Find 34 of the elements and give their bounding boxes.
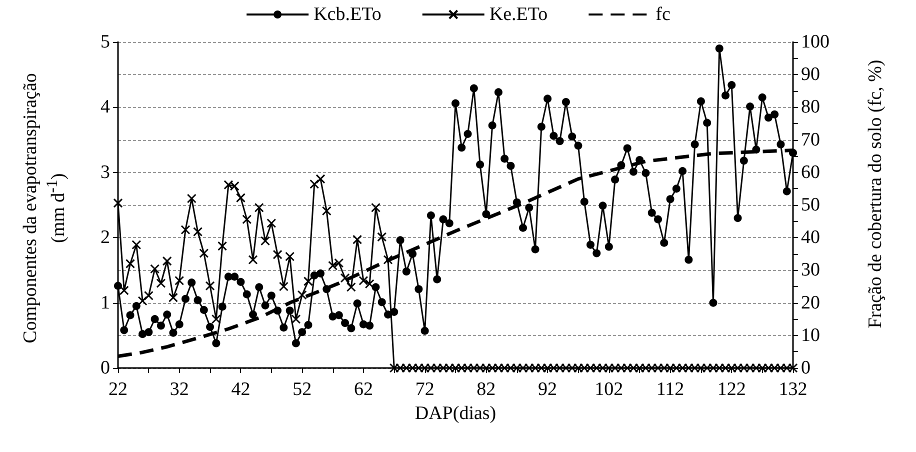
y-tick-label: 2 <box>100 227 110 248</box>
y2-tick-label: 20 <box>801 292 820 314</box>
legend-label: fc <box>656 4 670 25</box>
x-tick-label: 22 <box>108 379 128 400</box>
x-tick-label: 82 <box>476 379 496 400</box>
x-tick-label: 122 <box>717 379 746 400</box>
x-tick-label: 102 <box>594 379 624 400</box>
x-axis-title: DAP(dias) <box>414 402 496 424</box>
y2-tick-label: 90 <box>801 64 820 86</box>
y2-tick-label: 100 <box>801 32 830 52</box>
y-tick-label: 5 <box>100 32 110 52</box>
x-tick-label: 72 <box>415 379 434 400</box>
x-tick-label: 32 <box>170 379 189 400</box>
y2-tick-label: 30 <box>801 260 820 281</box>
x-tick-label: 132 <box>778 379 808 400</box>
y-tick-label: 1 <box>100 292 110 314</box>
y-tick-label: 3 <box>100 162 110 183</box>
x-tick-label: 42 <box>231 379 250 400</box>
y-tick-label: 0 <box>100 358 110 378</box>
x-tick-label: 52 <box>292 379 312 400</box>
y2-axis-title: Fração de cobertura do solo (fc, %) <box>865 58 887 330</box>
y2-tick-label: 50 <box>801 194 820 216</box>
legend-label: Ke.ETo <box>489 4 548 25</box>
y2-tick-label: 60 <box>801 162 820 183</box>
x-tick-label: 112 <box>656 379 684 400</box>
y-tick-label: 4 <box>100 96 110 118</box>
x-tick-label: 92 <box>538 379 558 400</box>
y2-tick-label: 0 <box>801 358 810 378</box>
y2-tick-label: 40 <box>801 227 820 248</box>
y2-tick-label: 10 <box>801 324 820 346</box>
y2-tick-label: 80 <box>801 96 820 118</box>
x-tick-label: 62 <box>354 379 373 400</box>
legend-label: Kcb.ETo <box>314 4 382 25</box>
y2-tick-label: 70 <box>801 129 820 150</box>
